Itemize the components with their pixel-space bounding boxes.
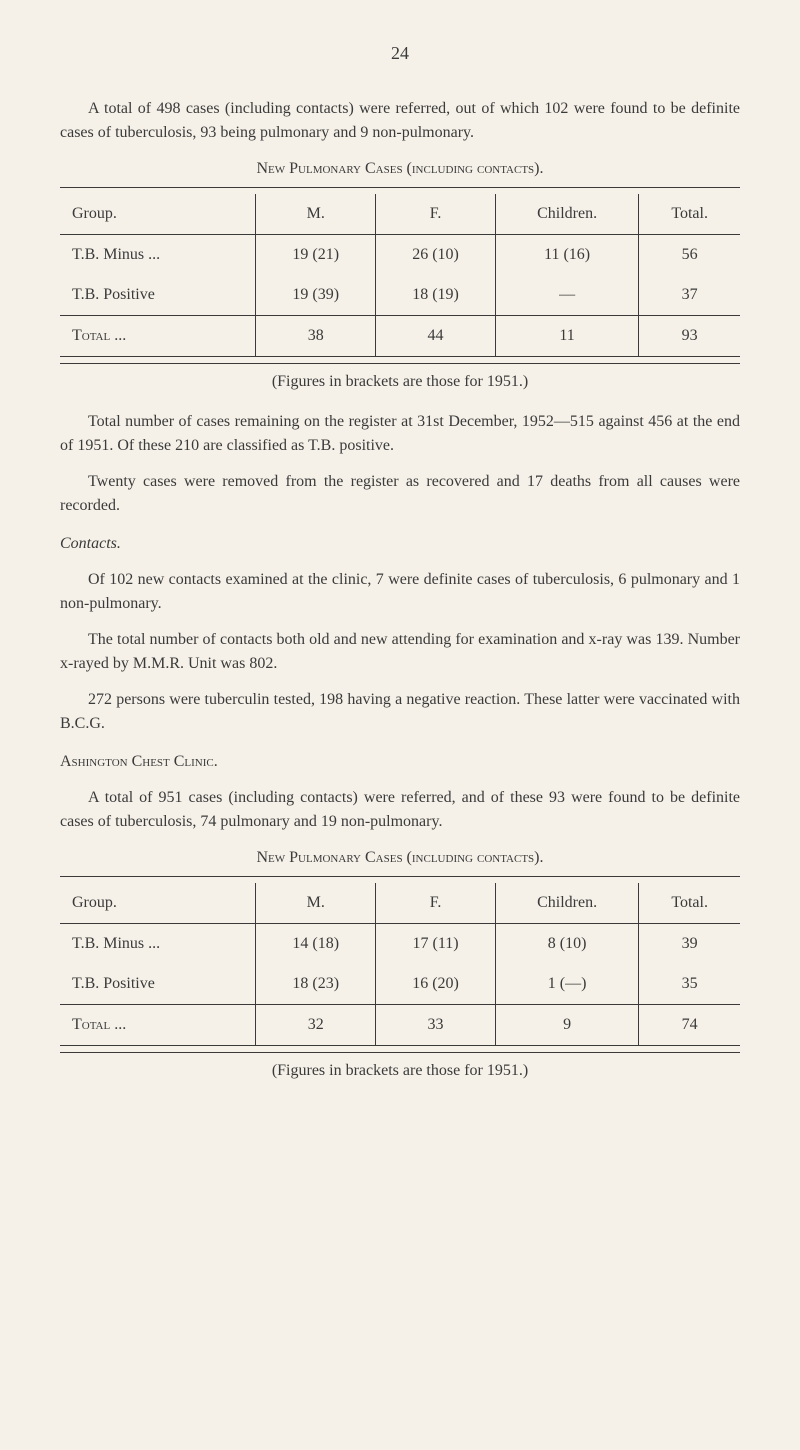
col-children: Children. <box>495 194 638 235</box>
contacts-p2: The total number of contacts both old an… <box>60 628 740 676</box>
col-group: Group. <box>60 883 256 924</box>
total-m: 38 <box>256 316 376 357</box>
col-f: F. <box>376 194 496 235</box>
cell-m: 14 (18) <box>256 924 376 965</box>
cell-total: 35 <box>639 964 740 1005</box>
cell-group: T.B. Minus ... <box>60 235 256 276</box>
cell-children: 11 (16) <box>495 235 638 276</box>
rule <box>60 363 740 364</box>
rule <box>60 876 740 877</box>
cell-children: 8 (10) <box>495 924 638 965</box>
cell-m: 18 (23) <box>256 964 376 1005</box>
table-row: T.B. Positive 19 (39) 18 (19) — 37 <box>60 275 740 316</box>
table1-figures-note: (Figures in brackets are those for 1951.… <box>60 370 740 394</box>
document-page: 24 A total of 498 cases (including conta… <box>60 40 740 1083</box>
table2-total-row: Total ... 32 33 9 74 <box>60 1005 740 1046</box>
col-total: Total. <box>639 194 740 235</box>
cell-group: T.B. Minus ... <box>60 924 256 965</box>
table1-total-row: Total ... 38 44 11 93 <box>60 316 740 357</box>
table1-header-row: Group. M. F. Children. Total. <box>60 194 740 235</box>
col-group: Group. <box>60 194 256 235</box>
page-number: 24 <box>60 40 740 67</box>
cell-f: 26 (10) <box>376 235 496 276</box>
total-f: 44 <box>376 316 496 357</box>
total-total: 74 <box>639 1005 740 1046</box>
cell-m: 19 (21) <box>256 235 376 276</box>
table-row: T.B. Minus ... 19 (21) 26 (10) 11 (16) 5… <box>60 235 740 276</box>
cell-group: T.B. Positive <box>60 964 256 1005</box>
rule <box>60 187 740 188</box>
ashington-p1: A total of 951 cases (including contacts… <box>60 786 740 834</box>
register-paragraph: Total number of cases remaining on the r… <box>60 410 740 458</box>
col-f: F. <box>376 883 496 924</box>
cell-total: 39 <box>639 924 740 965</box>
removed-paragraph: Twenty cases were removed from the regis… <box>60 470 740 518</box>
table2: Group. M. F. Children. Total. T.B. Minus… <box>60 883 740 1046</box>
cell-f: 17 (11) <box>376 924 496 965</box>
total-label: Total ... <box>72 1016 126 1033</box>
col-m: M. <box>256 883 376 924</box>
table1: Group. M. F. Children. Total. T.B. Minus… <box>60 194 740 357</box>
cell-children: 1 (—) <box>495 964 638 1005</box>
contacts-p3: 272 persons were tuberculin tested, 198 … <box>60 688 740 736</box>
table-row: T.B. Positive 18 (23) 16 (20) 1 (—) 35 <box>60 964 740 1005</box>
cell-total: 37 <box>639 275 740 316</box>
total-children: 11 <box>495 316 638 357</box>
col-m: M. <box>256 194 376 235</box>
table-row: T.B. Minus ... 14 (18) 17 (11) 8 (10) 39 <box>60 924 740 965</box>
intro-paragraph: A total of 498 cases (including contacts… <box>60 97 740 145</box>
table2-header-row: Group. M. F. Children. Total. <box>60 883 740 924</box>
cell-m: 19 (39) <box>256 275 376 316</box>
contacts-p1: Of 102 new contacts examined at the clin… <box>60 568 740 616</box>
cell-total: 56 <box>639 235 740 276</box>
total-children: 9 <box>495 1005 638 1046</box>
total-total: 93 <box>639 316 740 357</box>
col-total: Total. <box>639 883 740 924</box>
cell-f: 18 (19) <box>376 275 496 316</box>
table2-figures-note: (Figures in brackets are those for 1951.… <box>60 1059 740 1083</box>
contacts-heading: Contacts. <box>60 532 740 556</box>
cell-f: 16 (20) <box>376 964 496 1005</box>
table2-caption: New Pulmonary Cases (including contacts)… <box>256 849 543 866</box>
table1-caption: New Pulmonary Cases (including contacts)… <box>256 160 543 177</box>
cell-children: — <box>495 275 638 316</box>
cell-group: T.B. Positive <box>60 275 256 316</box>
col-children: Children. <box>495 883 638 924</box>
total-f: 33 <box>376 1005 496 1046</box>
total-m: 32 <box>256 1005 376 1046</box>
ashington-heading: Ashington Chest Clinic. <box>60 750 740 774</box>
rule <box>60 1052 740 1053</box>
total-label: Total ... <box>72 327 126 344</box>
